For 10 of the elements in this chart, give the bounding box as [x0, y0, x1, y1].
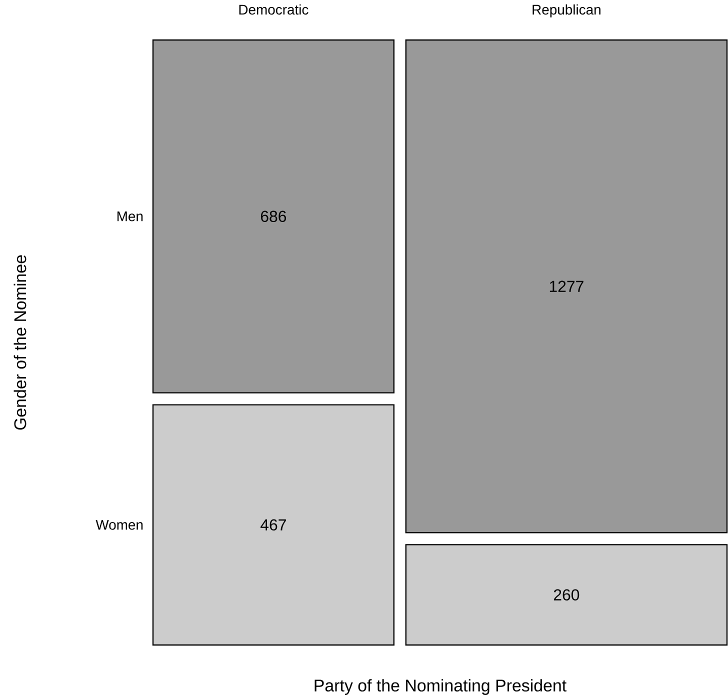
series-label: Men [117, 212, 143, 222]
series-label: Women [96, 520, 143, 530]
data-label: 260 [554, 589, 580, 600]
data-label: 686 [260, 210, 286, 222]
text: Party of the Nominating President [314, 679, 566, 695]
data-label: 467 [260, 519, 286, 531]
category-label: Republican [532, 4, 600, 18]
data-label: 1277 [550, 280, 584, 292]
category-label: Democratic [239, 4, 308, 15]
text: Gender of the Nominee [14, 255, 26, 430]
